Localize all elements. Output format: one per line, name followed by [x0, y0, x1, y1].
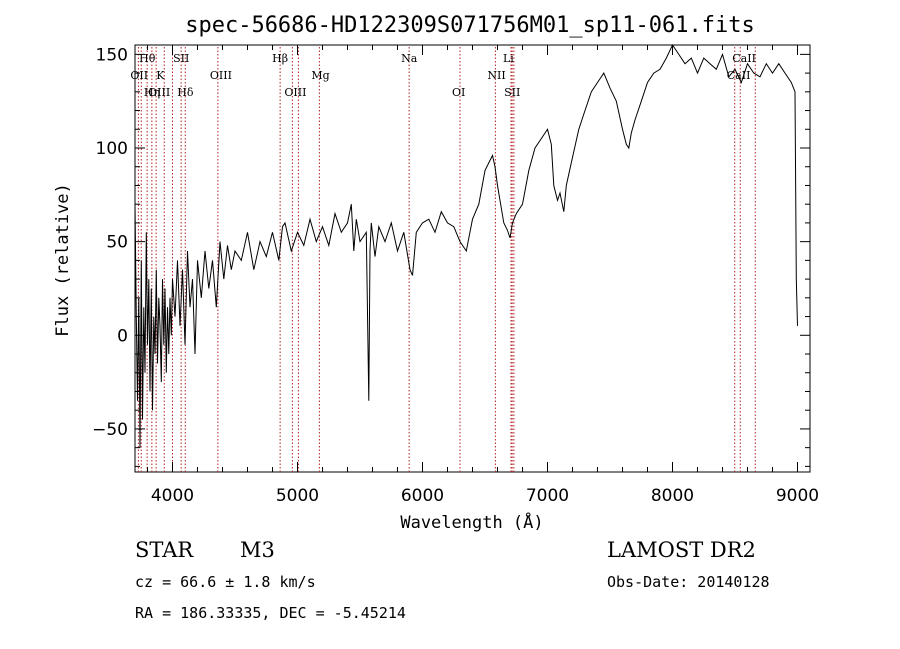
y-axis-label: Flux (relative) — [53, 183, 73, 337]
chart-title: spec-56686-HD122309S071756M01_sp11-061.f… — [185, 13, 755, 38]
redshift-value: cz = 66.6 ± 1.8 km/s — [135, 573, 316, 591]
marker-label: Mg — [311, 69, 329, 82]
marker-label: OIII — [210, 69, 232, 82]
x-tick-label: 5000 — [276, 486, 319, 506]
y-axis-ticks: −50 0 50 100 150 — [92, 45, 810, 467]
marker-label: SII — [173, 52, 189, 65]
marker-label: Hθ — [139, 52, 156, 65]
marker-labels: HθOIIOIIIHηKSIIHδOIIIHβOIIIMgNaOINIILiSI… — [130, 52, 756, 99]
marker-label: Na — [401, 52, 418, 65]
plot-frame — [134, 44, 811, 473]
x-axis-ticks: 4000 5000 6000 7000 8000 9000 — [147, 45, 819, 506]
survey-label: LAMOST DR2 — [607, 538, 756, 562]
marker-label: Hβ — [272, 52, 288, 65]
x-tick-label: 6000 — [401, 486, 444, 506]
x-tick-label: 7000 — [526, 486, 569, 506]
marker-label: OII — [130, 69, 148, 82]
marker-label: OI — [452, 86, 465, 99]
marker-label: CaII — [732, 52, 756, 65]
marker-label: OIII — [284, 86, 306, 99]
x-tick-label: 9000 — [776, 486, 819, 506]
x-tick-label: 8000 — [651, 486, 694, 506]
object-class: STAR — [135, 538, 194, 562]
marker-label: SII — [504, 86, 520, 99]
marker-label: Li — [503, 52, 514, 65]
y-tick-label: 50 — [106, 233, 128, 253]
marker-label: Hδ — [177, 86, 194, 99]
x-tick-label: 4000 — [151, 486, 194, 506]
spectrum-chart: spec-56686-HD122309S071756M01_sp11-061.f… — [53, 13, 819, 533]
marker-lines — [137, 47, 756, 472]
marker-label: NII — [487, 69, 505, 82]
marker-label: OIII — [148, 86, 170, 99]
spectrum-series-line — [134, 43, 798, 448]
x-axis-label: Wavelength (Å) — [400, 511, 543, 533]
y-tick-label: 150 — [96, 45, 128, 65]
marker-label: K — [156, 69, 165, 82]
obs-date: Obs-Date: 20140128 — [607, 573, 770, 591]
y-tick-label: 100 — [96, 139, 128, 159]
marker-label: Hη — [144, 86, 160, 99]
ra-dec: RA = 186.33335, DEC = -5.45214 — [135, 604, 406, 622]
object-subclass: M3 — [240, 538, 275, 562]
y-tick-label: 0 — [117, 326, 128, 346]
y-tick-label: −50 — [92, 420, 128, 440]
